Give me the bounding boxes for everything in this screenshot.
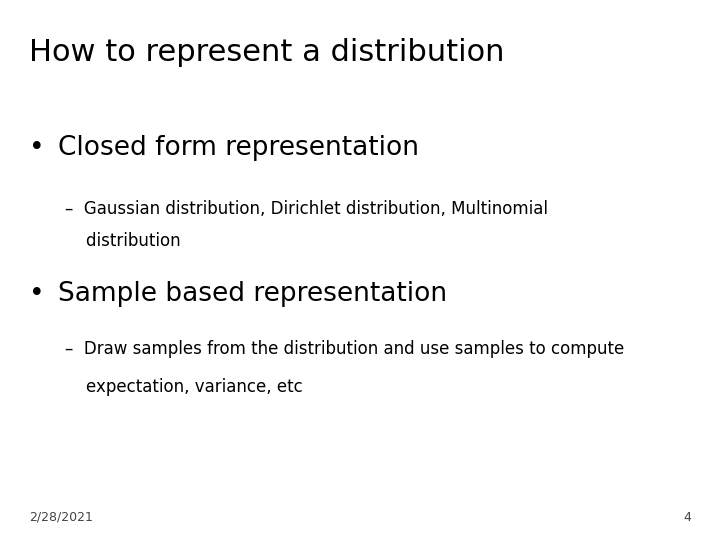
Text: 4: 4 — [683, 511, 691, 524]
Text: distribution: distribution — [65, 232, 181, 250]
Text: •: • — [29, 135, 45, 161]
Text: –  Gaussian distribution, Dirichlet distribution, Multinomial: – Gaussian distribution, Dirichlet distr… — [65, 200, 548, 218]
Text: Sample based representation: Sample based representation — [58, 281, 446, 307]
Text: How to represent a distribution: How to represent a distribution — [29, 38, 504, 67]
Text: •: • — [29, 281, 45, 307]
Text: –  Draw samples from the distribution and use samples to compute: – Draw samples from the distribution and… — [65, 340, 624, 358]
Text: Closed form representation: Closed form representation — [58, 135, 418, 161]
Text: 2/28/2021: 2/28/2021 — [29, 511, 93, 524]
Text: expectation, variance, etc: expectation, variance, etc — [65, 378, 302, 396]
